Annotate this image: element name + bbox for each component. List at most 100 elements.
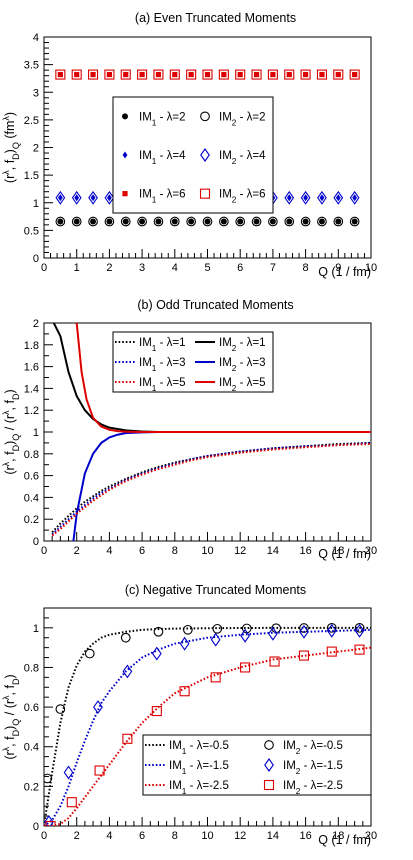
data-point-4-4 [123,71,129,78]
data-point-3-2 [88,190,98,205]
data-point-0-10 [220,218,227,225]
data-point-5-6 [210,672,221,683]
data-point-0-3 [106,218,113,225]
data-point-2-1 [74,194,80,202]
y-tick-label: 4 [33,32,39,44]
data-point-3-2 [93,700,103,715]
legend-marker-1 [200,111,210,122]
data-point-0-6 [155,218,162,225]
x-tick-label: 2 [74,830,80,842]
y-tick-label: 1.4 [24,383,39,395]
data-point-3-11 [354,623,365,638]
data-point-5-2 [94,765,105,776]
data-point-3-7 [240,628,250,643]
legend-label-4: IM1 - λ=5 [139,377,185,393]
data-point-0-15 [302,218,309,225]
y-tick-label: 2.5 [24,115,39,127]
data-point-1-2 [88,216,98,227]
data-point-5-5 [137,69,148,80]
data-point-4-10 [221,71,227,78]
legend-label-0: IM1 - λ=-0.5 [169,740,229,756]
data-point-5-8 [186,69,197,80]
y-tick-label: 0 [33,821,39,833]
legend-box [112,331,274,393]
x-tick-label: 20 [365,545,377,557]
data-point-3-0 [44,815,54,826]
legend-marker-0 [122,113,128,120]
legend-label-5: IM2 - λ=6 [219,189,265,205]
legend: IM1 - λ=2 IM2 - λ=2 IM1 - λ=4 IM2 - λ=4 IM1 … [112,96,274,214]
x-axis-label: Q (1 / fm) [318,547,371,561]
data-point-1-4 [120,216,131,227]
data-point-0-12 [253,218,260,225]
data-point-5-3 [104,69,115,80]
x-tick-label: 0 [41,262,47,274]
legend-marker-1 [264,740,274,750]
legend-label-0: IM1 - λ=2 [139,111,185,127]
legend: IM1 - λ=-0.5 IM2 - λ=-0.5 IM1 - λ=-1.5 IM2 … [142,734,372,796]
legend-label-0: IM1 - λ=1 [139,337,185,353]
data-point-1-4 [153,626,164,637]
x-tick-label: 6 [139,545,145,557]
data-point-1-12 [251,216,262,227]
data-point-4-17 [335,71,341,78]
data-point-3-4 [151,646,162,661]
y-tick-label: 0.6 [24,471,39,483]
data-point-1-1 [55,704,66,714]
data-point-3-6 [210,632,221,647]
x-axis-label: Q (1 / fm) [318,265,371,279]
data-point-5-7 [169,69,180,80]
data-point-5-12 [251,69,262,80]
data-point-2-17 [335,194,341,202]
data-point-1-10 [326,622,337,633]
chart-2: (c) Negative Truncated Moments 0 0.2 0.4 0.6… [1,583,377,847]
data-point-3-10 [326,623,337,638]
x-axis-label: Q (1 / fm) [318,833,371,847]
y-tick-label: 0.8 [24,449,39,461]
data-point-1-8 [186,216,196,227]
data-point-5-1 [66,797,77,808]
legend-marker-3 [264,758,274,772]
data-point-0-16 [318,218,325,225]
data-point-4-8 [188,71,194,78]
data-point-4-11 [237,71,243,78]
y-tick-label: 1.5 [24,170,39,182]
y-tick-label: 0.4 [24,492,39,504]
x-tick-label: 12 [234,830,246,842]
data-point-4-7 [172,71,178,78]
data-point-5-16 [316,69,328,80]
data-point-4-3 [106,71,112,78]
legend-label-4: IM1 - λ=-2.5 [169,780,229,796]
x-tick-label: 6 [237,262,243,274]
legend-label-5: IM2 - λ=5 [219,377,265,393]
data-point-0-4 [122,218,129,225]
data-point-1-11 [354,622,365,633]
y-tick-label: 1.2 [24,405,39,417]
data-point-5-0 [45,820,56,826]
chart-0: (a) Even Truncated Moments 0 0.5 1 1.5 2 2.5 3 3… [1,11,377,279]
y-tick-label: 1.8 [24,340,39,352]
x-tick-label: 14 [267,830,279,842]
y-tick-label: 0.8 [24,662,39,674]
data-point-1-17 [333,216,344,227]
data-point-5-3 [122,733,133,744]
y-tick-label: 2 [33,318,39,330]
legend-label-3: IM2 - λ=-1.5 [283,760,343,776]
data-point-3-8 [268,626,278,641]
data-point-4-6 [155,71,162,78]
legend-label-2: IM1 - λ=3 [139,357,185,373]
data-point-1-6 [212,623,223,634]
data-point-2-16 [319,194,325,202]
data-point-5-7 [240,662,251,673]
legend-label-4: IM1 - λ=6 [139,189,185,205]
x-tick-label: 6 [139,830,145,842]
data-point-5-2 [88,69,99,80]
data-point-3-0 [55,190,66,205]
data-point-0-7 [171,218,178,225]
data-point-0-17 [335,218,342,225]
data-point-2-15 [303,194,308,202]
y-tick-label: 0.2 [24,781,39,793]
x-tick-label: 12 [234,545,246,557]
data-point-5-6 [153,69,164,80]
data-point-2-14 [286,194,292,202]
